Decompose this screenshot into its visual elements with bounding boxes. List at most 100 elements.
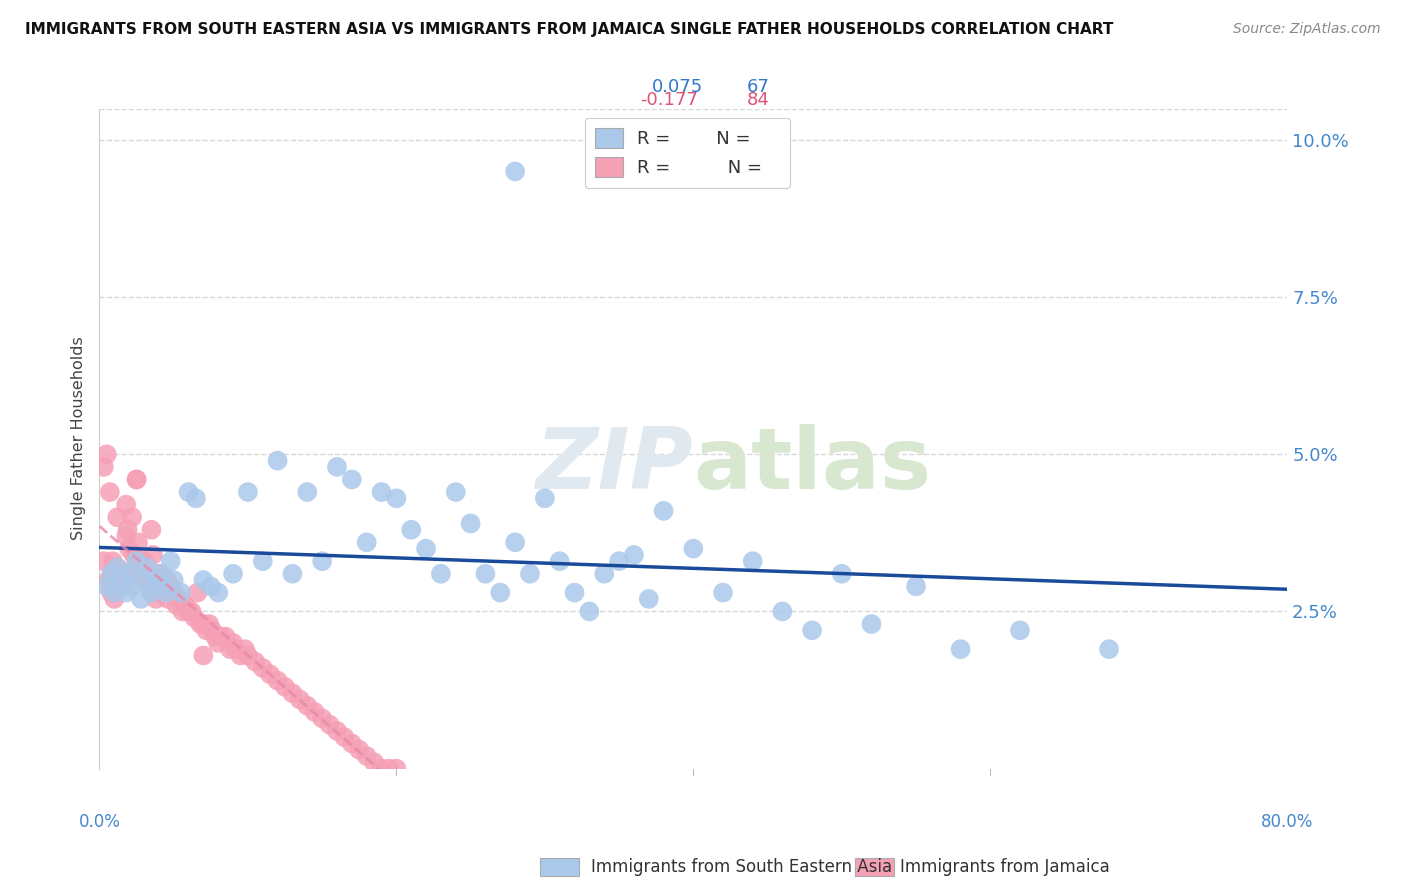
Point	[444, 485, 467, 500]
Point	[460, 516, 482, 531]
Point	[385, 762, 408, 776]
Point	[138, 573, 160, 587]
Point	[349, 743, 371, 757]
Point	[105, 510, 128, 524]
Point	[184, 491, 207, 506]
Text: 0.075: 0.075	[652, 78, 703, 96]
Point	[118, 541, 141, 556]
Point	[103, 585, 125, 599]
Point	[652, 504, 675, 518]
Point	[229, 648, 252, 663]
Text: 80.0%: 80.0%	[1261, 813, 1313, 830]
Point	[121, 510, 143, 524]
Y-axis label: Single Father Households: Single Father Households	[72, 337, 86, 541]
Point	[156, 591, 179, 606]
Point	[129, 554, 152, 568]
Point	[415, 541, 437, 556]
Point	[682, 541, 704, 556]
Point	[172, 605, 194, 619]
Point	[200, 579, 222, 593]
Point	[127, 535, 149, 549]
Point	[519, 566, 541, 581]
Point	[949, 642, 972, 657]
Point	[1008, 624, 1031, 638]
Point	[101, 554, 124, 568]
Point	[209, 630, 232, 644]
Point	[152, 585, 174, 599]
Point	[115, 529, 138, 543]
Point	[111, 573, 134, 587]
Point	[370, 485, 392, 500]
Point	[141, 585, 163, 599]
Point	[155, 573, 177, 587]
Point	[233, 642, 256, 657]
Point	[214, 630, 236, 644]
Point	[111, 566, 134, 581]
Point	[105, 560, 128, 574]
Point	[98, 485, 121, 500]
Point	[637, 591, 659, 606]
Point	[311, 554, 333, 568]
Point	[578, 605, 600, 619]
Point	[198, 617, 221, 632]
Point	[564, 585, 586, 599]
Point	[159, 554, 181, 568]
Point	[105, 560, 128, 574]
Point	[860, 617, 883, 632]
Point	[100, 566, 122, 581]
Point	[318, 717, 340, 731]
Text: -0.177: -0.177	[640, 91, 697, 110]
Text: atlas: atlas	[693, 424, 932, 507]
Legend: R =        N =   , R =          N =   : R = N = , R = N =	[585, 118, 790, 188]
Point	[174, 598, 197, 612]
Point	[136, 566, 159, 581]
Point	[193, 648, 215, 663]
Point	[169, 591, 191, 606]
Point	[193, 573, 215, 587]
Point	[356, 535, 378, 549]
Point	[356, 749, 378, 764]
Point	[741, 554, 763, 568]
Point	[136, 560, 159, 574]
Point	[115, 585, 138, 599]
Point	[125, 554, 148, 568]
Point	[141, 523, 163, 537]
Point	[186, 585, 208, 599]
Point	[207, 585, 229, 599]
Point	[503, 164, 526, 178]
Point	[107, 566, 129, 581]
Point	[281, 566, 304, 581]
Point	[297, 485, 319, 500]
Point	[1098, 642, 1121, 657]
Point	[163, 585, 186, 599]
Point	[117, 523, 139, 537]
Point	[159, 579, 181, 593]
Point	[125, 473, 148, 487]
Text: Source: ZipAtlas.com: Source: ZipAtlas.com	[1233, 22, 1381, 37]
Point	[124, 560, 146, 574]
Point	[430, 566, 453, 581]
Point	[333, 730, 356, 744]
Point	[607, 554, 630, 568]
Text: 67: 67	[747, 78, 769, 96]
Point	[370, 762, 392, 776]
Point	[118, 566, 141, 581]
Point	[266, 453, 288, 467]
Point	[125, 473, 148, 487]
Point	[304, 705, 326, 719]
Point	[623, 548, 645, 562]
Point	[326, 459, 349, 474]
Text: Immigrants from South Eastern Asia: Immigrants from South Eastern Asia	[591, 858, 891, 876]
Point	[489, 585, 512, 599]
Point	[711, 585, 734, 599]
Point	[770, 605, 793, 619]
Point	[340, 473, 363, 487]
Point	[177, 485, 200, 500]
Point	[148, 579, 170, 593]
Point	[222, 566, 245, 581]
Point	[97, 573, 120, 587]
Point	[163, 573, 186, 587]
Point	[905, 579, 928, 593]
Point	[831, 566, 853, 581]
Point	[155, 585, 177, 599]
